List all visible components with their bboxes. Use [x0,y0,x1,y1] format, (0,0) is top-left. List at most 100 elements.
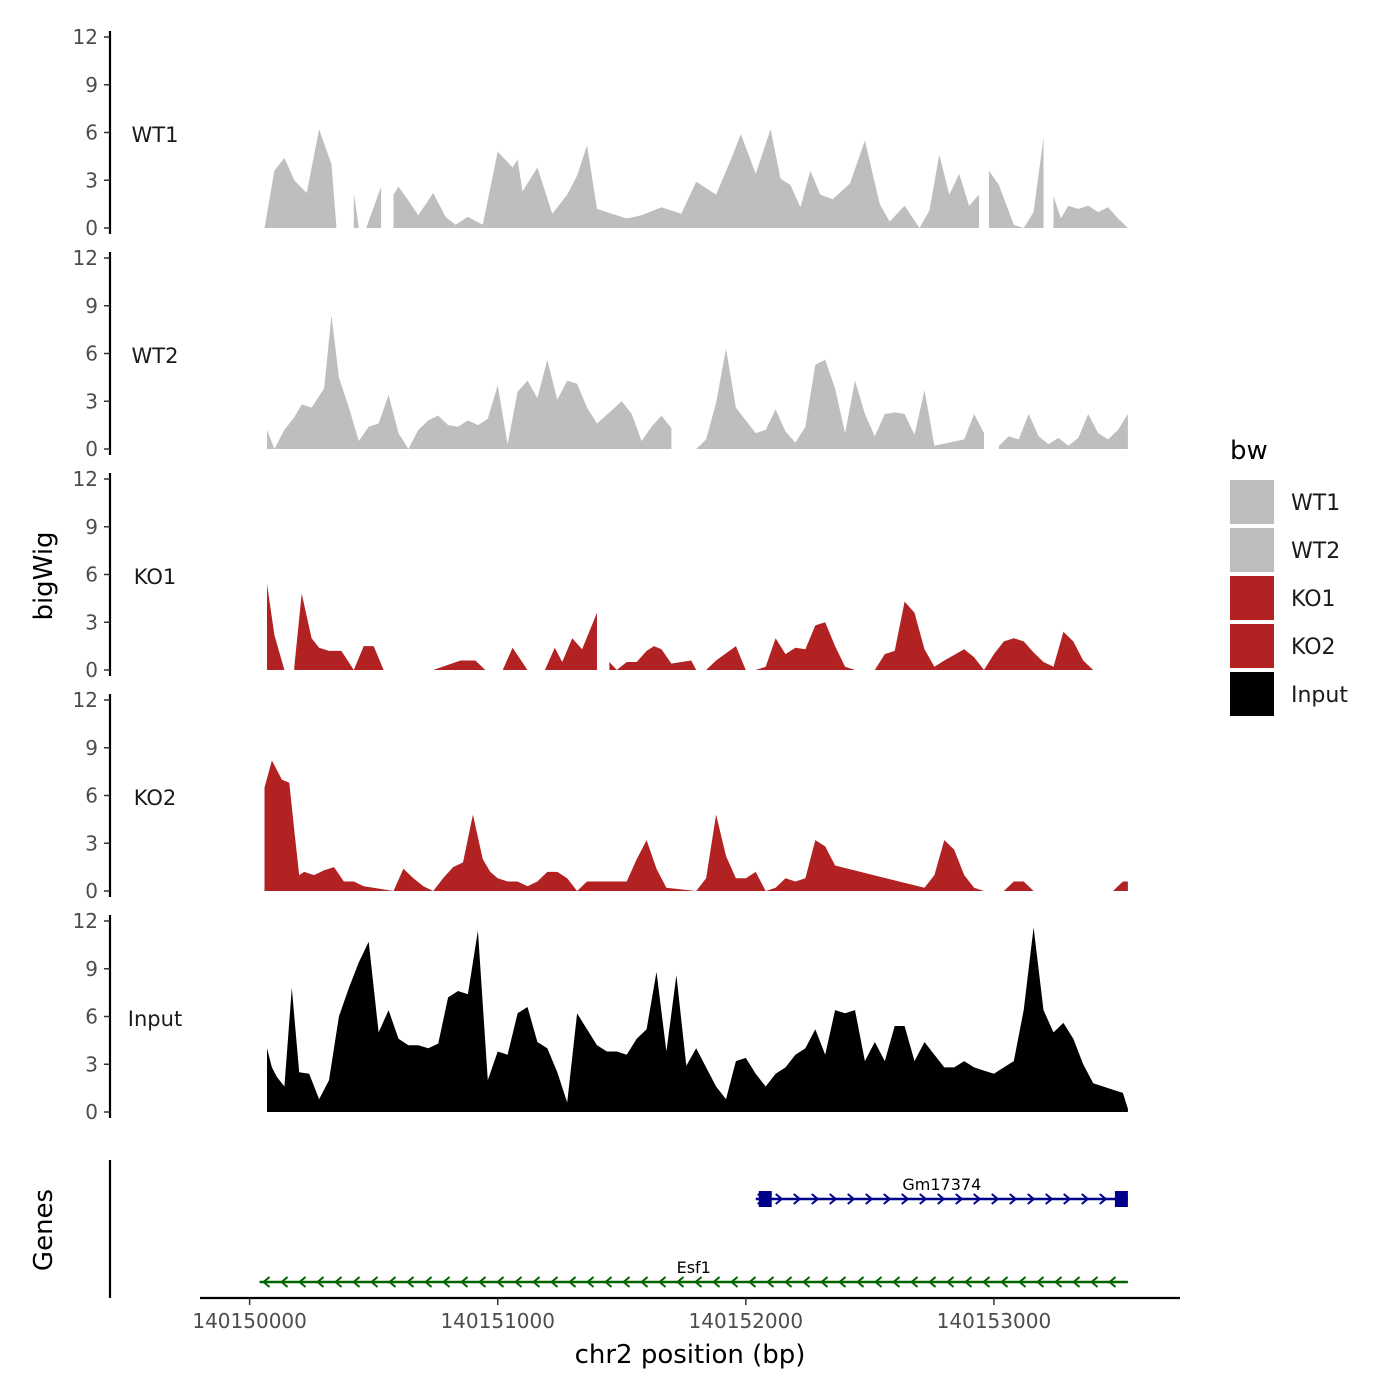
strand-arrow [585,1276,595,1288]
strand-arrow [901,1193,910,1205]
strand-arrow [819,1276,829,1288]
strand-arrow [405,1276,415,1288]
x-axis-title: chr2 position (bp) [575,1340,806,1370]
y-tick-label: 6 [85,1005,98,1029]
strand-arrow [711,1276,721,1288]
strand-arrow [729,1276,739,1288]
y-tick-label: 12 [73,909,98,933]
strand-arrow [963,1276,973,1288]
strand-arrow [603,1276,613,1288]
strand-arrow [793,1193,802,1205]
track-label: WT2 [132,344,179,368]
legend-label-input: Input [1291,683,1348,708]
strand-arrow [873,1276,883,1288]
strand-arrow [981,1276,991,1288]
signal-area-wt1 [393,129,979,228]
y-tick-label: 0 [85,437,98,461]
x-tick-label: 140150000 [192,1309,307,1333]
legend-swatch-ko2 [1230,624,1274,668]
strand-arrow [919,1193,928,1205]
x-tick-label: 140152000 [689,1309,804,1333]
y-tick-label: 6 [85,121,98,145]
exon [1114,1191,1128,1207]
strand-arrow [369,1276,379,1288]
strand-arrow [837,1276,847,1288]
track-label: KO2 [134,786,177,810]
strand-arrow [783,1276,793,1288]
signal-area-wt1 [989,137,1044,228]
signal-area-ko1 [294,593,597,670]
signal-area-wt1 [1053,196,1128,228]
x-axis: 140150000 140151000 140152000 140153000 [192,1296,1180,1333]
strand-arrow [639,1276,649,1288]
strand-arrow [829,1193,838,1205]
track-ko2: 0 3 6 9 12 KO2 [73,688,1128,903]
legend: bw WT1 WT2 KO1 KO2 Input [1230,436,1348,716]
legend-swatch-wt2 [1230,528,1274,572]
strand-arrow [351,1276,361,1288]
gene-label: Gm17374 [902,1175,981,1194]
genes-axis-title: Genes [29,1189,59,1271]
strand-arrow [1107,1276,1117,1288]
strand-arrow [315,1276,325,1288]
signal-area-ko2 [264,760,1128,891]
strand-arrow [333,1276,343,1288]
y-tick-label: 12 [73,25,98,49]
y-tick-label: 6 [85,784,98,808]
legend-label-wt1: WT1 [1291,491,1340,516]
signal-area-wt2 [696,348,984,449]
track-label: Input [128,1007,182,1031]
strand-arrow [279,1276,289,1288]
track-input: 0 3 6 9 12 Input [73,909,1128,1124]
legend-label-wt2: WT2 [1291,539,1340,564]
gene-esf1: Esf1 [259,1258,1128,1288]
gene-label: Esf1 [677,1258,711,1277]
x-tick-label: 140151000 [440,1309,555,1333]
y-tick-label: 12 [73,246,98,270]
signal-area-wt2 [267,315,672,449]
strand-arrow [1009,1193,1018,1205]
y-tick-label: 9 [85,957,98,981]
y-tick-label: 0 [85,879,98,903]
strand-arrow [765,1276,775,1288]
strand-arrow [657,1276,667,1288]
signal-area-ko1 [609,601,1128,670]
strand-arrow [973,1193,982,1205]
y-tick-label: 3 [85,831,98,855]
y-tick-label: 0 [85,216,98,240]
legend-swatch-ko1 [1230,576,1274,620]
strand-arrow [927,1276,937,1288]
signal-tracks: 0 3 6 9 12 WT1 0 3 6 9 12 WT2 0 3 6 9 12 KO1 0 3 6 9 12 KO2 0 3 6 9… [73,25,1128,1124]
strand-arrow [1027,1193,1036,1205]
legend-swatch-input [1230,672,1274,716]
legend-label-ko2: KO2 [1291,635,1336,660]
strand-arrow [1035,1276,1045,1288]
strand-arrow [297,1276,307,1288]
strand-arrow [945,1276,955,1288]
strand-arrow [513,1276,523,1288]
strand-arrow [991,1193,1000,1205]
strand-arrow [909,1276,919,1288]
y-tick-label: 3 [85,168,98,192]
exon [758,1191,772,1207]
strand-arrow [775,1193,784,1205]
signal-area-ko1 [267,584,285,670]
y-tick-label: 6 [85,563,98,587]
signal-area-wt1 [264,129,337,228]
strand-arrow [1081,1193,1090,1205]
track-ko1: 0 3 6 9 12 KO1 [73,467,1128,682]
y-tick-label: 3 [85,1052,98,1076]
legend-title: bw [1230,436,1268,466]
strand-arrow [1089,1276,1099,1288]
y-tick-label: 6 [85,342,98,366]
track-wt1: 0 3 6 9 12 WT1 [73,25,1128,240]
strand-arrow [865,1193,874,1205]
strand-arrow [801,1276,811,1288]
strand-arrow [1099,1193,1108,1205]
strand-arrow [811,1193,820,1205]
y-axis-title: bigWig [29,531,59,620]
strand-arrow [955,1193,964,1205]
signal-area-input [267,927,1128,1112]
strand-arrow [1063,1193,1072,1205]
